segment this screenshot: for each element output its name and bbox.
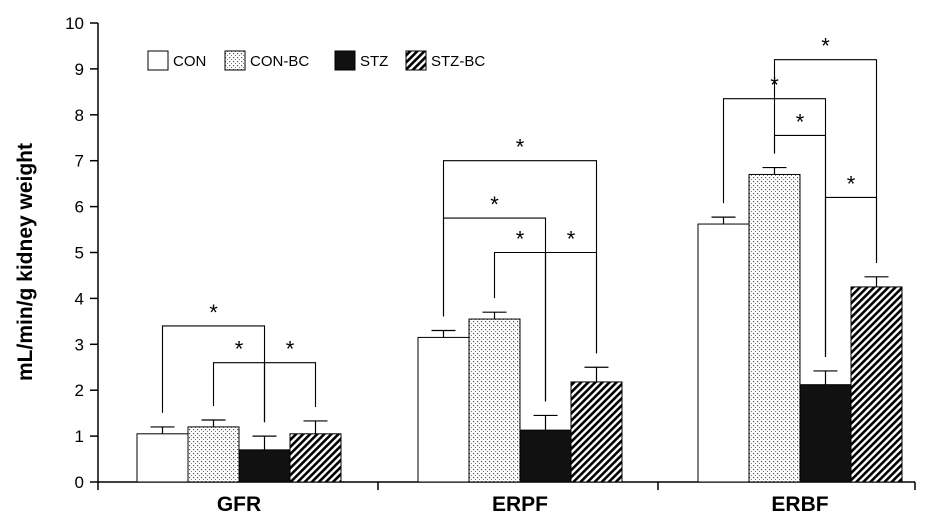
y-tick-label: 6	[75, 198, 84, 217]
y-tick-label: 10	[65, 14, 84, 33]
bars	[136, 173, 903, 483]
legend-swatch-con-bc	[224, 50, 246, 71]
bar-stz-gfr	[238, 449, 291, 483]
legend-label-stz-bc: STZ-BC	[431, 53, 485, 70]
significance-star: *	[235, 337, 244, 362]
significance-bracket	[212, 362, 266, 423]
y-axis-label: mL/min/g kidney weight	[14, 143, 37, 381]
y-tick-label: 5	[75, 244, 84, 263]
y-tick-label: 9	[75, 60, 84, 79]
bar-stz-erpf	[519, 429, 572, 483]
legend-swatch-stz-bc	[405, 50, 427, 71]
bar-con-bc-gfr	[187, 426, 240, 483]
bar-con-gfr	[136, 433, 189, 483]
significance-star: *	[490, 192, 499, 217]
y-tick-label: 8	[75, 106, 84, 125]
y-ticks: 0 1 2 3 4 5 6 7 8 9 10	[65, 14, 98, 492]
legend-swatch-con	[147, 50, 169, 71]
bar-stz-bc-erpf	[570, 381, 623, 483]
bar-con-bc-erpf	[468, 318, 521, 483]
significance-star: *	[796, 109, 805, 134]
legend-label-stz: STZ	[360, 53, 388, 70]
y-tick-label: 3	[75, 335, 84, 354]
significance-star: *	[286, 337, 295, 362]
significance-bracket	[263, 362, 317, 423]
y-tick-label: 2	[75, 381, 84, 400]
legend: CON CON-BC STZ STZ-BC	[147, 50, 485, 71]
bar-con-erbf	[697, 223, 750, 483]
y-tick-label: 4	[75, 289, 84, 308]
bar-stz-bc-gfr	[289, 433, 342, 483]
significance-brackets: ** *** ******	[161, 34, 878, 423]
y-tick-label: 0	[75, 473, 84, 492]
x-tick-label-erbf: ERBF	[771, 493, 828, 516]
significance-star: *	[567, 227, 576, 252]
category-labels: GFR ERPF ERBF	[217, 493, 829, 516]
significance-star: *	[847, 171, 856, 196]
bar-stz-bc-erbf	[850, 286, 903, 483]
significance-star: *	[516, 135, 525, 160]
significance-star: *	[209, 300, 218, 325]
legend-label-con-bc: CON-BC	[250, 53, 309, 70]
y-tick-label: 7	[75, 152, 84, 171]
significance-star: *	[821, 34, 830, 59]
legend-swatch-stz	[334, 50, 356, 71]
legend-label-con: CON	[173, 53, 206, 70]
significance-star: *	[516, 227, 525, 252]
y-tick-label: 1	[75, 427, 84, 446]
error-bars	[150, 166, 889, 450]
x-tick-label-erpf: ERPF	[492, 493, 548, 516]
bar-con-bc-erbf	[748, 173, 801, 483]
bar-con-erpf	[417, 336, 470, 483]
significance-bracket	[773, 59, 878, 263]
x-tick-label-gfr: GFR	[217, 493, 261, 516]
significance-bracket	[544, 251, 598, 402]
significance-bracket	[442, 160, 598, 354]
bar-stz-erbf	[799, 384, 852, 483]
